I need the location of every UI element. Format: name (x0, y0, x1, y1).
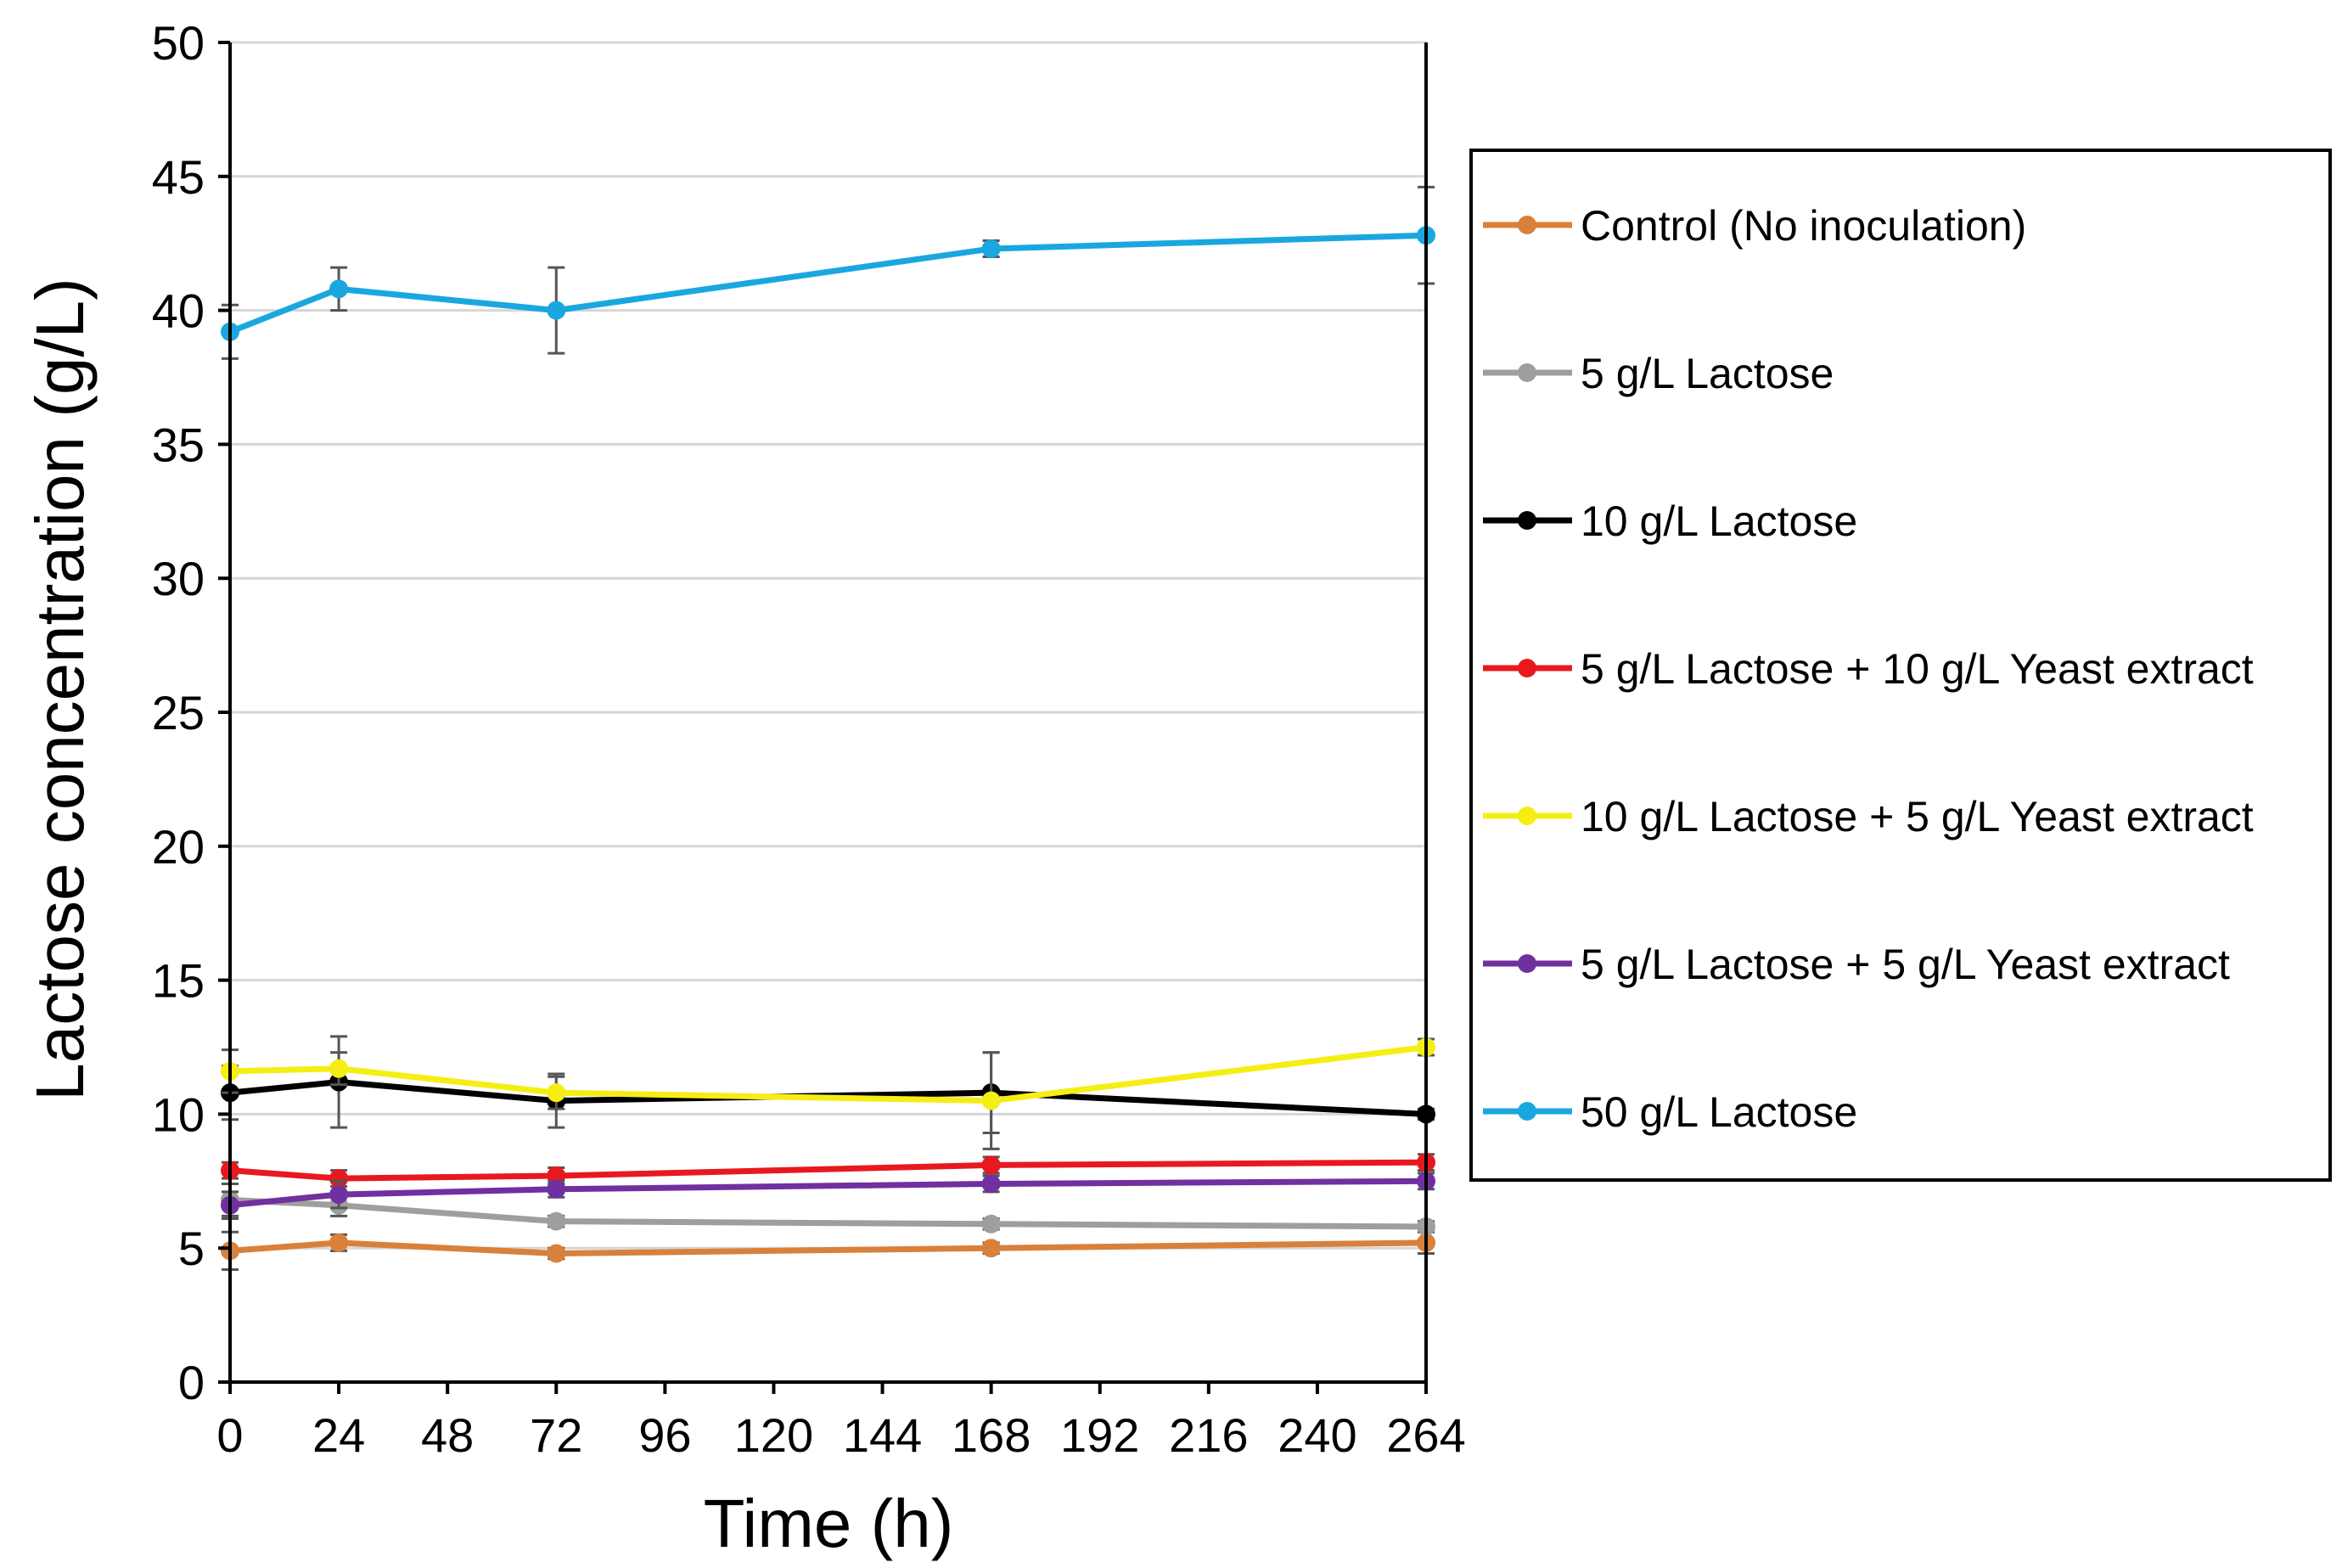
data-point (547, 1244, 566, 1263)
x-tick-label: 72 (530, 1408, 582, 1462)
legend-swatch-marker (1518, 1102, 1536, 1121)
legend-box (1469, 149, 2332, 1182)
y-tick-label: 45 (152, 150, 205, 204)
x-tick-label: 264 (1386, 1408, 1465, 1462)
axes: 0 5 10 15 20 25 30 35 40 45 50 0 24 48 72 96 120 144 168 19… (152, 16, 1466, 1462)
data-point (547, 1083, 566, 1103)
x-tick-label: 24 (312, 1408, 365, 1462)
x-tick-label: 168 (952, 1408, 1031, 1462)
legend-label: 5 g/L Lactose (1581, 350, 1834, 397)
data-point (981, 1214, 1001, 1234)
legend-entry: 5 g/L Lactose + 5 g/L Yeast extract (1483, 941, 2230, 988)
legend-entry: 10 g/L Lactose + 5 g/L Yeast extract (1483, 793, 2254, 840)
data-point (547, 1179, 566, 1199)
data-point (981, 1091, 1001, 1110)
legend-entry: 5 g/L Lactose (1483, 350, 1834, 397)
x-tick-label: 96 (638, 1408, 691, 1462)
data-point (981, 1174, 1001, 1194)
series-layer (221, 185, 1435, 1271)
y-tick-label: 30 (152, 552, 205, 605)
legend-label: 10 g/L Lactose (1581, 497, 1857, 545)
legend-swatch-marker (1518, 659, 1536, 677)
x-axis-title: Time (h) (704, 1486, 954, 1561)
x-tick-label: 120 (734, 1408, 813, 1462)
legend-swatch-marker (1518, 363, 1536, 382)
y-tick-label: 15 (152, 954, 205, 1008)
legend-label: 10 g/L Lactose + 5 g/L Yeast extract (1581, 793, 2254, 840)
data-point (329, 1185, 349, 1205)
data-point (981, 1239, 1001, 1258)
y-tick-label: 0 (178, 1356, 205, 1409)
x-tick-label: 192 (1060, 1408, 1139, 1462)
legend-swatch-marker (1518, 954, 1536, 973)
y-tick-label: 5 (178, 1222, 205, 1275)
data-point (981, 1155, 1001, 1175)
legend-swatch-marker (1518, 806, 1536, 825)
data-point (329, 1233, 349, 1252)
series-5-g-l-lactose-5-g-l-yeast-extract (221, 1172, 1435, 1220)
data-point (547, 301, 566, 320)
legend: Control (No inoculation) 5 g/L Lactose 10 … (1469, 149, 2332, 1182)
x-tick-label: 240 (1278, 1408, 1356, 1462)
data-point (329, 1059, 349, 1078)
legend-label: 50 g/L Lactose (1581, 1088, 1857, 1136)
legend-entry: 10 g/L Lactose (1483, 497, 1857, 545)
legend-swatch-marker (1518, 216, 1536, 234)
y-tick-label: 50 (152, 16, 205, 70)
x-tick-label: 144 (843, 1408, 922, 1462)
legend-label: 5 g/L Lactose + 10 g/L Yeast extract (1581, 645, 2254, 693)
legend-label: 5 g/L Lactose + 5 g/L Yeast extract (1581, 941, 2230, 988)
data-point (329, 279, 349, 299)
legend-label: Control (No inoculation) (1581, 202, 2026, 250)
y-axis-title: Lactose concentration (g/L) (22, 278, 98, 1100)
data-point (547, 1211, 566, 1231)
legend-entry: Control (No inoculation) (1483, 202, 2026, 250)
x-tick-label: 0 (216, 1408, 243, 1462)
x-tick-label: 48 (421, 1408, 474, 1462)
x-tick-label: 216 (1169, 1408, 1248, 1462)
y-tick-label: 40 (152, 284, 205, 338)
gridlines (230, 41, 1426, 1250)
y-tick-label: 10 (152, 1087, 205, 1141)
y-tick-label: 25 (152, 686, 205, 739)
legend-entry: 5 g/L Lactose + 10 g/L Yeast extract (1483, 645, 2254, 693)
y-tick-label: 20 (152, 820, 205, 874)
y-tick-label: 35 (152, 418, 205, 471)
legend-entry: 50 g/L Lactose (1483, 1088, 1857, 1136)
data-point (329, 1169, 349, 1189)
legend-swatch-marker (1518, 511, 1536, 530)
data-point (981, 239, 1001, 259)
